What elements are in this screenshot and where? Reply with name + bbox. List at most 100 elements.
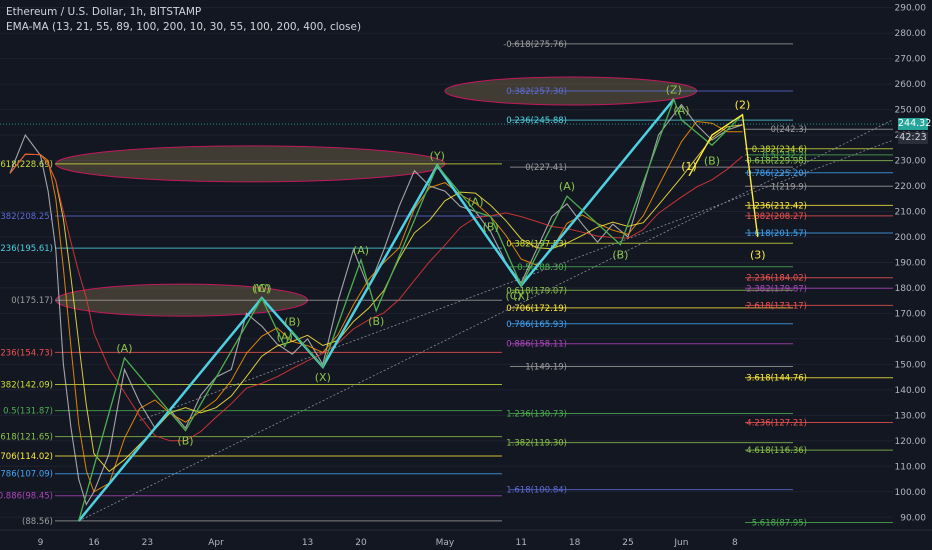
- fib-level-label: 0.236(154.73): [0, 348, 53, 358]
- fib-level-label: -0.618(275.76): [503, 40, 567, 50]
- fib-right: 0(242.3) 0.382(234.6)0.5(232.2)0.618(229.…: [745, 125, 893, 528]
- fib-level-label: 2.236(184.02): [746, 274, 807, 284]
- time-tick-label: Jun: [673, 538, 688, 548]
- fib-level-label: 0(242.3): [771, 125, 807, 135]
- fib-level-label: 4.618(116.36): [746, 446, 807, 456]
- price-tick-label: 170.00: [895, 309, 927, 319]
- time-axis-bg: [0, 530, 932, 550]
- fib-level-label: 5.618(87.95): [752, 518, 807, 528]
- wave-label: (B): [284, 315, 300, 328]
- fib-level-label: 0(175.17): [11, 296, 53, 306]
- price-axis-bg: [893, 0, 932, 550]
- price-tick-label: 180.00: [895, 284, 927, 294]
- wave-labels: (A)(B)(W)(C)(A)(B)(X)(A)(B)(Y)(A)(B)(C)(…: [116, 83, 765, 447]
- fib-level-label: 0.5(232.2): [763, 151, 807, 161]
- corrective-zigzag: [78, 97, 743, 522]
- fib-level-label: 0.706(172.19): [506, 304, 567, 314]
- fib-level-label: 1.618(100.84): [506, 486, 567, 496]
- price-tick-label: 130.00: [895, 411, 927, 421]
- fib-level-label: 0.786(225.20): [746, 169, 807, 179]
- wave-label: (A): [277, 331, 293, 344]
- fib-level-label: 1.618(201.57): [746, 229, 807, 239]
- fib-level-label: 0.382(257.30): [506, 87, 567, 97]
- fib-level-label: 2.618(173.17): [746, 301, 807, 311]
- price-axis: 290.00280.00270.00260.00250.00240.00230.…: [893, 0, 932, 550]
- fib-level-label: 0.382(208.25): [0, 212, 53, 222]
- fib-level-label: 0.236(245.88): [506, 116, 567, 126]
- indicator-legend: EMA-MA (13, 21, 55, 89, 100, 200, 10, 30…: [6, 21, 362, 33]
- wave-label: (A): [559, 180, 575, 193]
- price-tick-label: 120.00: [895, 437, 927, 447]
- fib-level-label: 1.382(208.27): [746, 212, 807, 222]
- fib-level-label: 4.236(127.21): [746, 418, 807, 428]
- time-tick-label: May: [436, 538, 455, 548]
- wave-label: (1): [681, 160, 697, 173]
- price-tick-label: 230.00: [895, 157, 927, 167]
- fib-level-label: 3.618(144.76): [746, 374, 807, 384]
- fib-level-label: 0.618(228.69): [0, 160, 53, 170]
- price-tick-label: 150.00: [895, 360, 927, 370]
- fib-level-label: 0.5(188.30): [517, 263, 567, 273]
- grid: [0, 7, 893, 518]
- price-tick-label: 280.00: [895, 29, 927, 39]
- price-tick-label: 250.00: [895, 106, 927, 116]
- bar-countdown-tag: 42:23: [898, 132, 928, 145]
- fib-level-label: (88.56): [22, 517, 53, 527]
- wave-label: (B): [704, 154, 720, 167]
- wave-label: (C): [505, 289, 521, 302]
- wave-label: (2): [735, 99, 751, 112]
- price-series: [9, 103, 743, 506]
- wave-label: (A): [116, 342, 132, 355]
- wave-label: (B): [177, 435, 193, 448]
- fib-level-label: 0.618(121.65): [0, 433, 53, 443]
- fib-level-label: 1(149.19): [525, 362, 567, 372]
- price-tick-label: 220.00: [895, 182, 927, 192]
- projection-path: [688, 113, 759, 238]
- price-tick-label: 140.00: [895, 386, 927, 396]
- fib-level-label: 0.5(131.87): [3, 407, 53, 417]
- trend-line-dotted: [78, 119, 894, 522]
- price-tick-label: 100.00: [895, 488, 927, 498]
- time-tick-label: 16: [88, 538, 100, 548]
- wave-label: (B): [368, 315, 384, 328]
- fib-level-label: 0.382(197.53): [506, 239, 567, 249]
- fib-level-label: 0.706(114.02): [0, 452, 53, 462]
- time-tick-label: 9: [38, 538, 44, 548]
- fib-level-label: 0(227.41): [525, 163, 567, 173]
- wave-label: (C): [254, 282, 270, 295]
- fib-mid: -0.618(275.76) 0.382(257.30) 0.236(245.88)…: [503, 40, 793, 496]
- price-tick-label: 110.00: [895, 462, 927, 472]
- price-tick-label: 200.00: [895, 233, 927, 243]
- fib-left: 0.618(228.69) 0.382(208.25) 0.236(195.61) 0…: [0, 160, 502, 527]
- time-tick-label: Apr: [208, 538, 224, 548]
- ema-slow: [9, 153, 743, 442]
- fib-level-label: 0.786(165.93): [506, 320, 567, 330]
- time-tick-label: 25: [622, 538, 633, 548]
- time-tick-label: 11: [515, 538, 526, 548]
- current-price-tag: 244.32: [898, 118, 932, 131]
- price-tick-label: 290.00: [895, 4, 927, 14]
- time-axis: 9 16 23 Apr 13 20 May 11 18 25 Jun 8: [0, 529, 932, 550]
- wave-label: (Z): [666, 83, 682, 96]
- fib-level-label: 0.618(179.07): [506, 286, 567, 296]
- wave-label: (X): [513, 289, 529, 302]
- time-tick-label: 8: [732, 538, 738, 548]
- time-tick-label: 18: [569, 538, 581, 548]
- fib-level-label: 0.618(229.98): [746, 157, 807, 167]
- fib-level-label: 0.382(142.09): [0, 381, 53, 391]
- wave-label: (A): [467, 195, 483, 208]
- wave-label: (A): [673, 104, 689, 117]
- price-tick-label: 210.00: [895, 207, 927, 217]
- fib-level-label: 0.236(195.61): [0, 244, 53, 254]
- ellipse-zones: [55, 76, 698, 317]
- fib-level-label: 1.236(130.73): [506, 409, 567, 419]
- symbol-legend: Ethereum / U.S. Dollar, 1h, BITSTAMP: [6, 6, 202, 18]
- fib-level-label: 2.382(179.87): [746, 284, 807, 294]
- wave-label: (Y): [430, 150, 445, 163]
- fib-level-label: 1.382(119.30): [506, 439, 567, 449]
- fib-level-label: 1(219.9): [771, 182, 807, 192]
- price-tick-label: 270.00: [895, 55, 927, 65]
- projection-label: (3): [750, 249, 766, 262]
